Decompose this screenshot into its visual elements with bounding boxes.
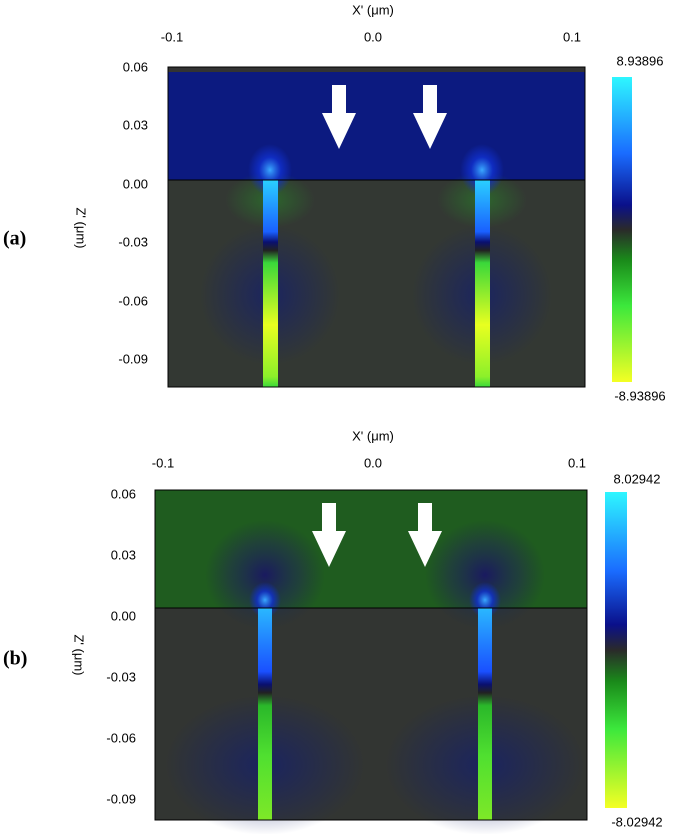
- y-tick-label: -0.03: [118, 234, 148, 249]
- y-tick-label: 0.06: [123, 59, 148, 74]
- y-tick-label: 0.03: [123, 117, 148, 132]
- colorbar-min: -8.02942: [611, 814, 662, 829]
- colorbar: [605, 492, 627, 808]
- y-tick-label: 0.06: [111, 486, 136, 501]
- field-plot: [167, 66, 586, 388]
- y-tick-label: -0.06: [106, 730, 136, 745]
- panel-b: X' (μm) -0.1 0.0 0.1 0.06 0.03 0.00 -0.0…: [3, 428, 663, 834]
- x-axis-label: X' (μm): [352, 428, 394, 443]
- y-tick-label: -0.09: [106, 791, 136, 806]
- y-tick-label: 0.00: [111, 608, 136, 623]
- y-tick-label: -0.09: [118, 351, 148, 366]
- x-tick-label: 0.1: [563, 29, 581, 44]
- colorbar-max: 8.02942: [614, 471, 661, 486]
- y-axis-label: Z' (μm): [74, 207, 89, 248]
- y-tick-label: -0.03: [106, 669, 136, 684]
- panel-label: (a): [3, 228, 26, 250]
- colorbar: [612, 77, 632, 382]
- x-axis-label: X' (μm): [352, 2, 394, 17]
- panel-label: (b): [3, 648, 27, 670]
- y-axis-label: Z' (μm): [72, 634, 87, 675]
- field-plot: [154, 489, 588, 834]
- x-tick-label: -0.1: [152, 455, 174, 470]
- y-tick-label: 0.00: [123, 176, 148, 191]
- x-tick-label: 0.0: [364, 29, 382, 44]
- y-tick-label: 0.03: [111, 547, 136, 562]
- y-tick-label: -0.06: [118, 293, 148, 308]
- colorbar-min: -8.93896: [614, 388, 665, 403]
- x-tick-label: 0.1: [568, 455, 586, 470]
- colorbar-max: 8.93896: [617, 53, 664, 68]
- x-tick-label: 0.0: [364, 455, 382, 470]
- x-tick-label: -0.1: [161, 29, 183, 44]
- panel-a: X' (μm) -0.1 0.0 0.1 0.06 0.03 0.00 -0.0…: [3, 2, 666, 403]
